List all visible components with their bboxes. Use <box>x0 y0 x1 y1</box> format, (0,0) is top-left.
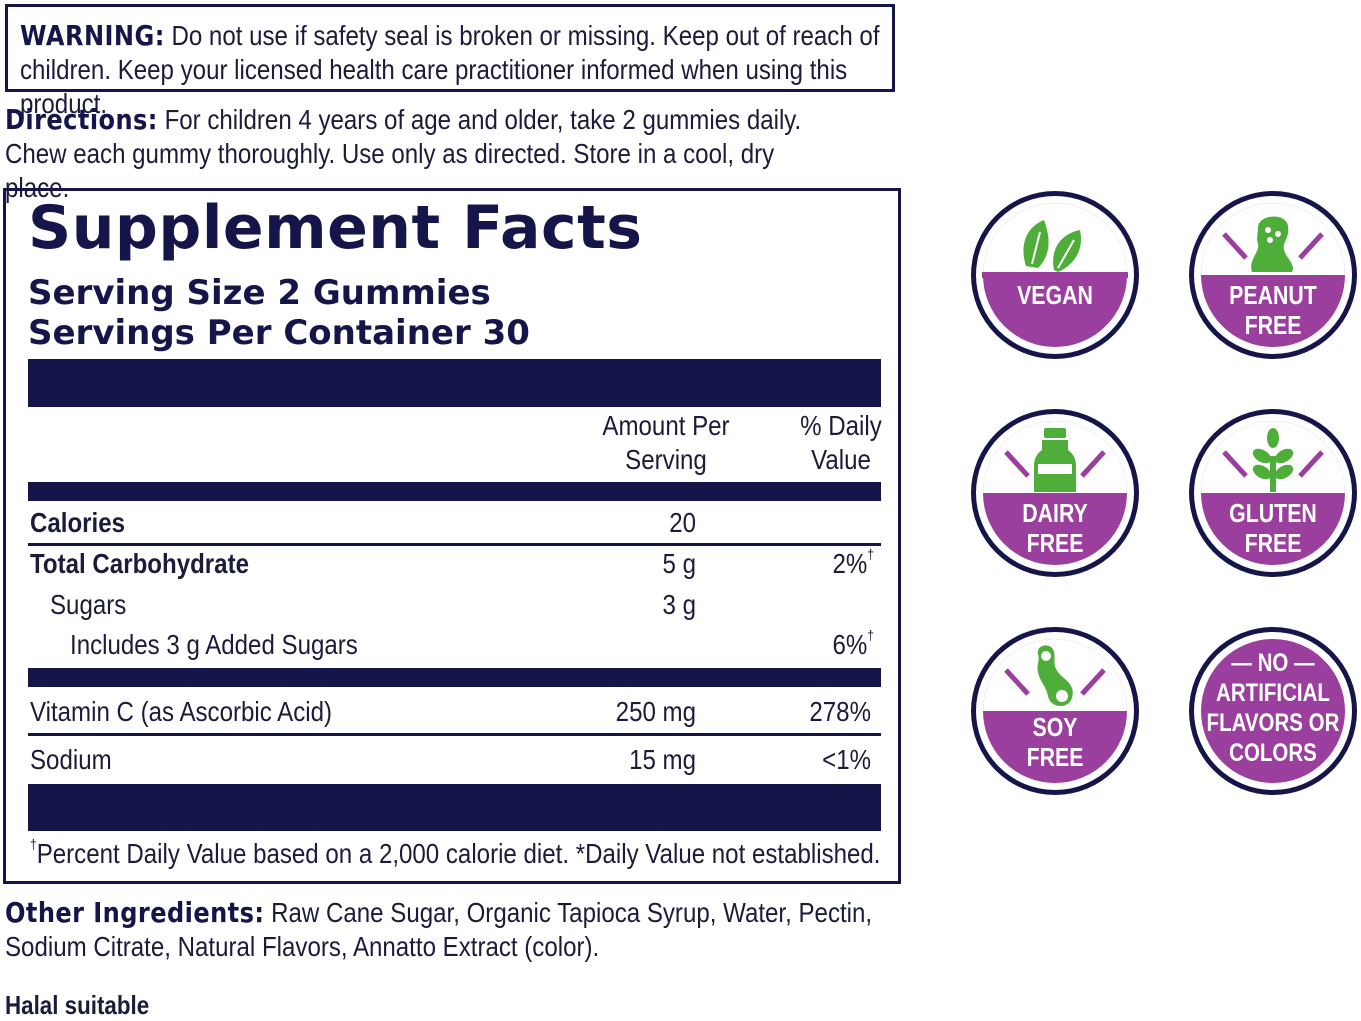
soy-label-2: FREE <box>1026 742 1084 772</box>
halal-note: Halal suitable <box>5 990 150 1020</box>
header-bar <box>28 359 881 407</box>
facts-title: Supplement Facts <box>28 193 643 263</box>
col-amount-header: Amount Per Serving <box>589 409 744 477</box>
row-carb-name: Total Carbohydrate <box>30 548 249 579</box>
artificial-label-1: — NO — <box>1231 649 1315 677</box>
artificial-label-2: ARTIFICIAL <box>1216 679 1330 707</box>
dairy-label-2: FREE <box>1026 528 1084 558</box>
row-sodium-amount: 15 mg <box>629 744 696 775</box>
vegan-label: VEGAN <box>1017 280 1093 310</box>
rule <box>28 733 881 736</box>
directions-body: For children 4 years of age and older, t… <box>5 104 802 203</box>
col-dv-line2: Value <box>811 444 871 475</box>
row-vitamin-c-name: Vitamin C (as Ascorbic Acid) <box>30 696 333 727</box>
warning-box: WARNING: Do not use if safety seal is br… <box>5 4 895 119</box>
row-carb-amount: 5 g <box>662 548 696 579</box>
gluten-label-1: GLUTEN <box>1229 498 1317 528</box>
row-sugars-name: Sugars <box>50 589 127 620</box>
peanut-icon <box>1251 216 1293 272</box>
supplement-facts-panel: Supplement Facts Serving Size 2 Gummies … <box>3 188 901 884</box>
warning-label: WARNING: <box>20 19 165 52</box>
thick-rule-2 <box>28 668 881 687</box>
other-ingredients-body: Raw Cane Sugar, Organic Tapioca Syrup, W… <box>5 897 873 962</box>
row-sodium-dv: <1% <box>822 744 871 775</box>
serving-size: Serving Size 2 Gummies <box>28 273 491 313</box>
col-amount-line2: Serving <box>625 444 707 475</box>
row-sodium-name: Sodium <box>30 744 112 775</box>
warning-text: WARNING: Do not use if safety seal is br… <box>20 19 889 121</box>
dairy-free-badge: DAIRY FREE <box>968 406 1142 580</box>
directions-label: Directions: <box>5 103 158 136</box>
vegan-badge: VEGAN <box>968 188 1142 362</box>
directions: Directions: For children 4 years of age … <box>5 103 813 205</box>
rule <box>28 543 881 546</box>
soybean-icon <box>1037 645 1073 707</box>
artificial-label-3: FLAVORS OR <box>1206 709 1340 737</box>
servings-per-container: Servings Per Container 30 <box>28 313 530 353</box>
gluten-free-badge: GLUTEN FREE <box>1186 406 1360 580</box>
leaf-icon <box>1023 220 1082 272</box>
peanut-free-badge: PEANUT FREE <box>1186 188 1360 362</box>
thick-rule-1 <box>28 482 881 501</box>
footer-bar <box>28 784 881 831</box>
col-dv-header: % Daily Value <box>777 409 906 477</box>
row-added-sugars-name: Includes 3 g Added Sugars <box>70 629 358 660</box>
col-amount-line1: Amount Per <box>602 410 730 441</box>
footnote: †Percent Daily Value based on a 2,000 ca… <box>30 836 881 869</box>
artificial-label-4: COLORS <box>1229 739 1317 767</box>
soy-free-badge: SOY FREE <box>968 624 1142 798</box>
peanut-label-1: PEANUT <box>1229 280 1317 310</box>
warning-body: Do not use if safety seal is broken or m… <box>20 20 880 119</box>
row-added-sugars-dv: 6%† <box>832 627 874 660</box>
row-vitamin-c-amount: 250 mg <box>615 696 696 727</box>
other-ingredients-label: Other Ingredients: <box>5 896 265 929</box>
row-sugars-amount: 3 g <box>662 589 696 620</box>
row-vitamin-c-dv: 278% <box>809 696 871 727</box>
peanut-label-2: FREE <box>1244 310 1302 340</box>
dairy-label-1: DAIRY <box>1022 498 1088 528</box>
no-artificial-badge: — NO — ARTIFICIAL FLAVORS OR COLORS <box>1186 624 1360 798</box>
row-carb-dv: 2%† <box>832 546 874 579</box>
other-ingredients: Other Ingredients: Raw Cane Sugar, Organ… <box>5 896 874 964</box>
row-calories-amount: 20 <box>669 507 696 538</box>
row-calories-name: Calories <box>30 507 126 538</box>
col-dv-line1: % Daily <box>800 410 882 441</box>
milk-bottle-icon <box>1034 428 1076 492</box>
wheat-icon <box>1252 428 1294 492</box>
gluten-label-2: FREE <box>1244 528 1302 558</box>
soy-label-1: SOY <box>1032 712 1078 742</box>
